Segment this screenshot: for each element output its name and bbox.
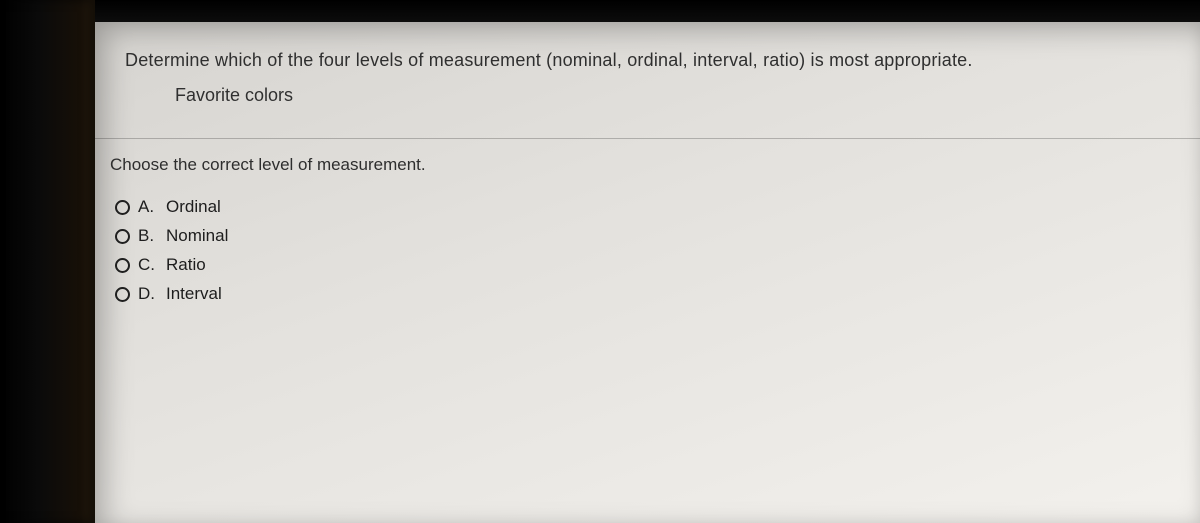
option-c[interactable]: C. Ratio xyxy=(115,251,1170,280)
answer-prompt: Choose the correct level of measurement. xyxy=(95,139,1200,185)
option-d[interactable]: D. Interval xyxy=(115,280,1170,309)
monitor-bezel-left xyxy=(0,0,95,523)
option-b[interactable]: B. Nominal xyxy=(115,222,1170,251)
option-letter: A. xyxy=(138,197,158,217)
radio-icon xyxy=(115,287,130,302)
options-group: A. Ordinal B. Nominal C. Ratio D. Interv… xyxy=(95,185,1200,309)
option-letter: C. xyxy=(138,255,158,275)
question-header: Determine which of the four levels of me… xyxy=(95,22,1200,138)
option-label: Ordinal xyxy=(166,197,221,217)
monitor-bezel-top xyxy=(0,0,1200,22)
radio-icon xyxy=(115,200,130,215)
radio-icon xyxy=(115,229,130,244)
question-subject: Favorite colors xyxy=(175,85,1170,106)
option-label: Ratio xyxy=(166,255,206,275)
radio-icon xyxy=(115,258,130,273)
option-letter: B. xyxy=(138,226,158,246)
question-stem: Determine which of the four levels of me… xyxy=(125,50,1170,71)
option-label: Nominal xyxy=(166,226,228,246)
option-label: Interval xyxy=(166,284,222,304)
quiz-panel: Determine which of the four levels of me… xyxy=(95,22,1200,523)
option-a[interactable]: A. Ordinal xyxy=(115,193,1170,222)
section-divider xyxy=(95,138,1200,139)
option-letter: D. xyxy=(138,284,158,304)
